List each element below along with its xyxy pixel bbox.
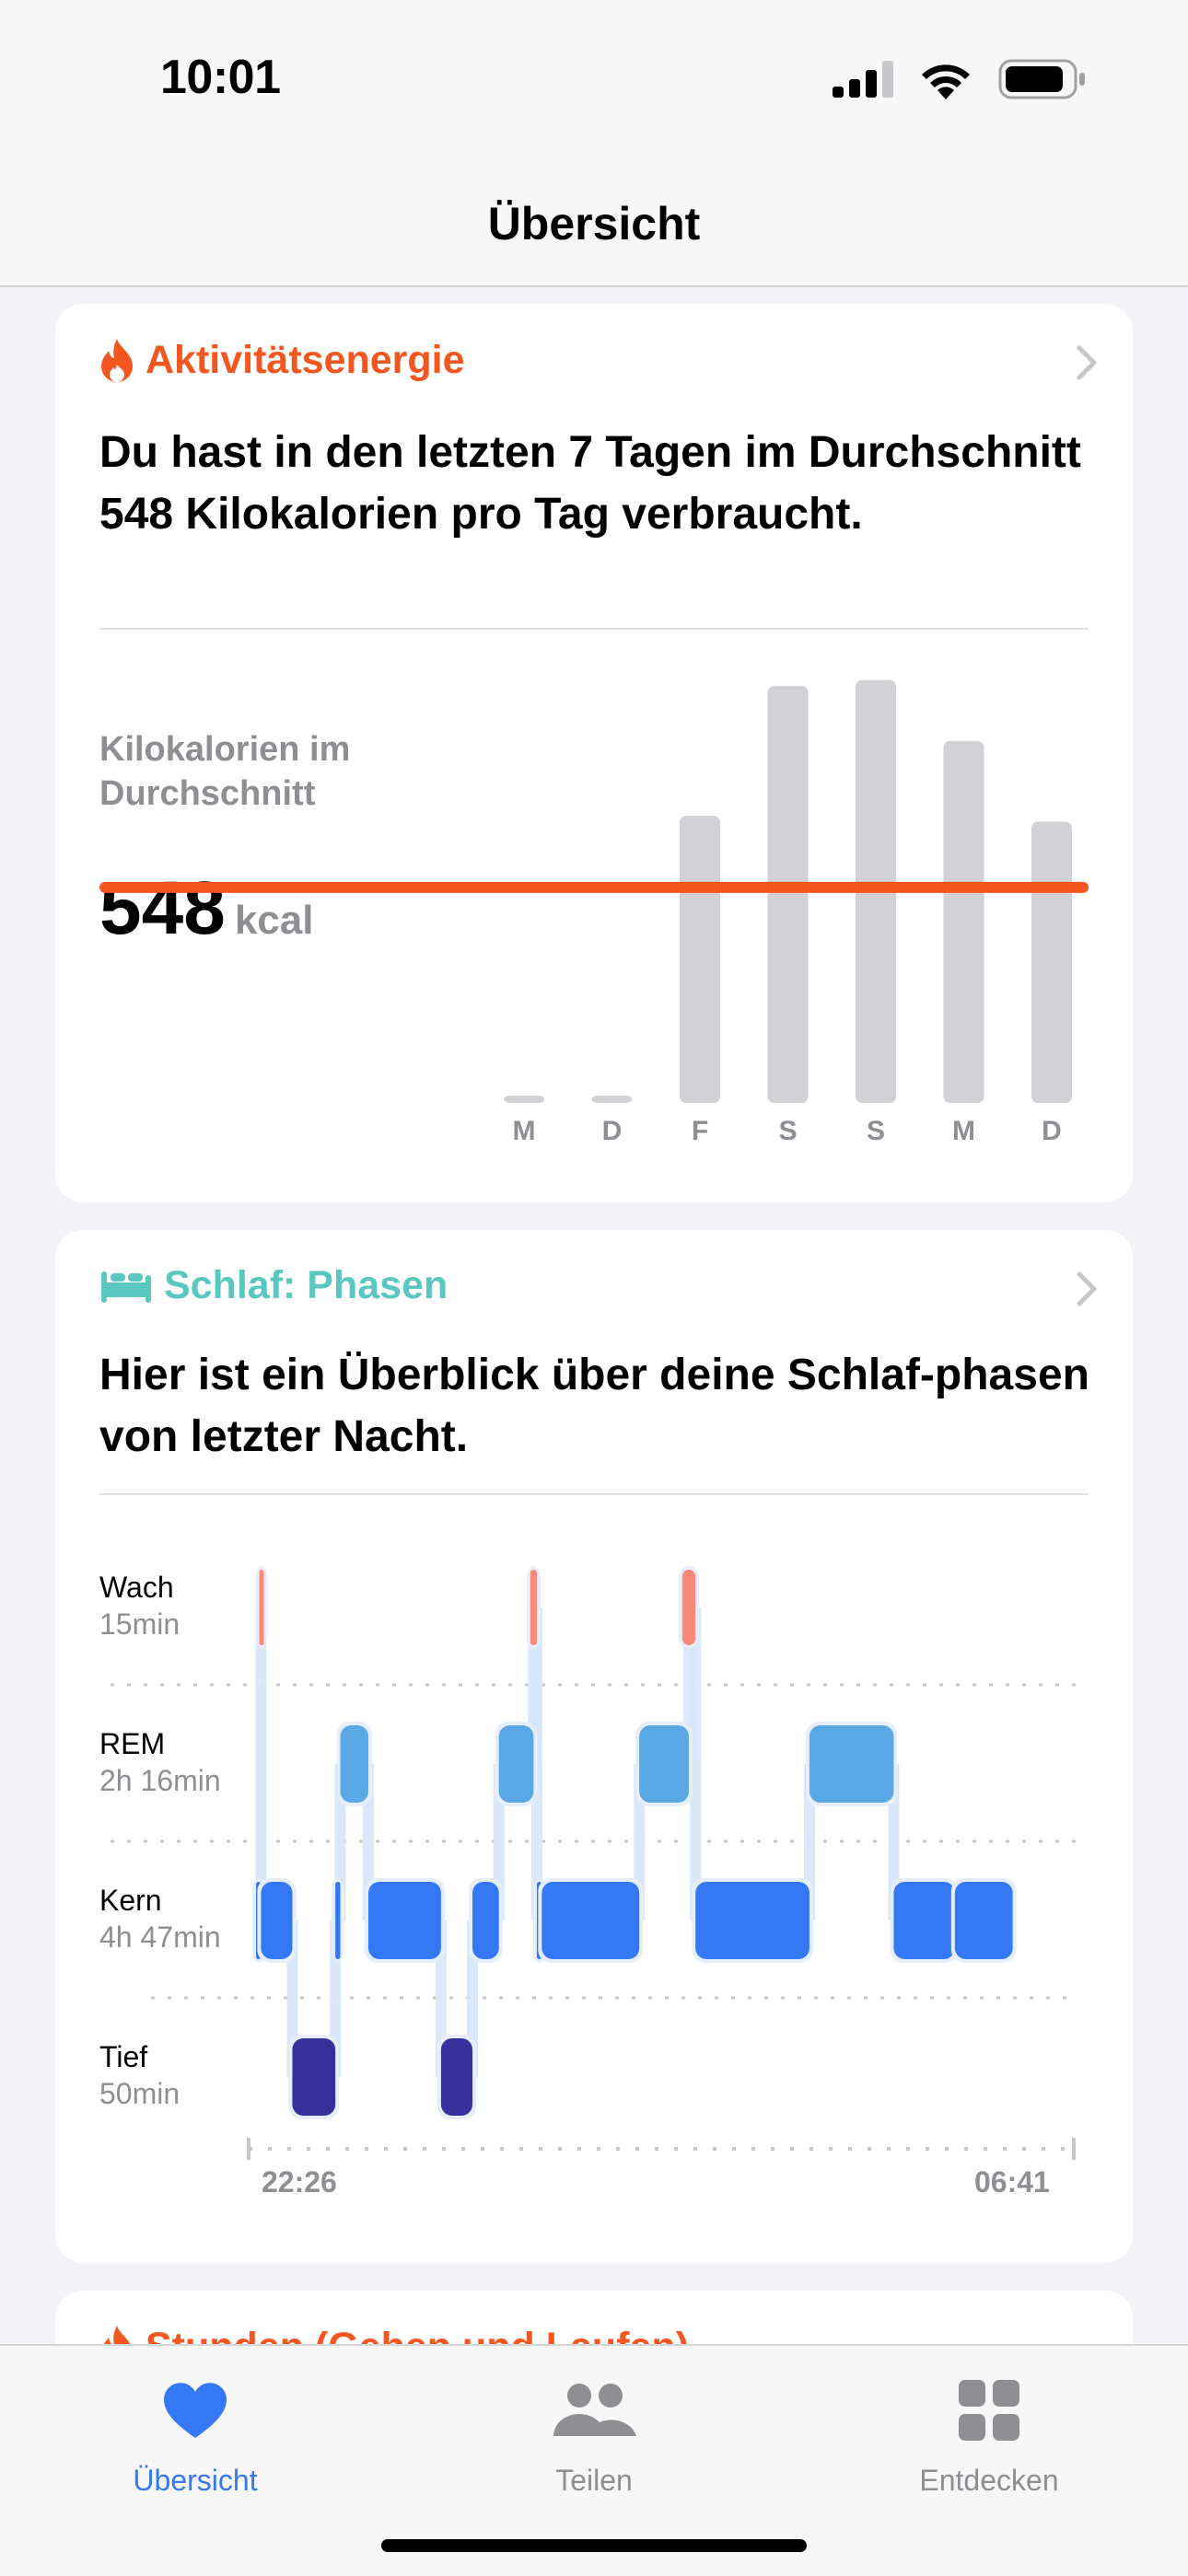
average-label: Kilokalorien im Durchschnitt bbox=[99, 730, 351, 813]
activity-bar bbox=[943, 740, 984, 1103]
stage-duration: 50min bbox=[99, 2077, 181, 2110]
battery-icon bbox=[998, 59, 1085, 99]
home-indicator bbox=[381, 2539, 807, 2552]
activity-bar bbox=[591, 1096, 633, 1103]
tab-share-label: Teilen bbox=[555, 2464, 633, 2497]
stage-label-kern: Kern 4h 47min bbox=[99, 1882, 221, 1955]
sleep-card-title: Schlaf: Phasen bbox=[164, 1263, 448, 1307]
heart-icon bbox=[164, 2383, 227, 2438]
activity-bar bbox=[767, 686, 809, 1103]
status-bar: 10:01 bbox=[0, 0, 1188, 157]
stage-label-rem: REM 2h 16min bbox=[99, 1725, 221, 1799]
stage-segment-rem bbox=[639, 1725, 690, 1803]
day-tick-label: S bbox=[867, 1116, 885, 1146]
flame-icon bbox=[101, 339, 133, 382]
divider bbox=[99, 628, 1089, 630]
chevron-right-icon[interactable] bbox=[1076, 1271, 1098, 1307]
stage-segment-kern bbox=[542, 1882, 640, 1959]
activity-bar bbox=[680, 816, 720, 1103]
status-icons bbox=[833, 57, 1087, 101]
stage-segment-kern bbox=[695, 1882, 809, 1959]
sleep-card-header: Schlaf: Phasen bbox=[99, 1263, 448, 1308]
tab-discover[interactable]: Entdecken bbox=[851, 2364, 1127, 2498]
stage-transition bbox=[690, 1607, 702, 1920]
tab-discover-label: Entdecken bbox=[919, 2464, 1059, 2497]
day-tick-label: D bbox=[602, 1116, 623, 1146]
page-title: Übersicht bbox=[487, 198, 701, 249]
average-number: 548 bbox=[99, 866, 226, 950]
divider bbox=[99, 1493, 1089, 1495]
activity-bar bbox=[504, 1096, 544, 1103]
day-tick-label: F bbox=[692, 1116, 708, 1146]
activity-card-header: Aktivitätsenergie bbox=[99, 337, 465, 383]
stage-segment-kern bbox=[954, 1882, 1013, 1959]
activity-energy-card[interactable]: Aktivitätsenergie Du hast in den letzten… bbox=[55, 304, 1133, 1202]
start-time-label: 22:26 bbox=[262, 2165, 337, 2199]
stage-segment-kern bbox=[261, 1882, 293, 1959]
stage-segment-tief bbox=[292, 2038, 336, 2116]
stage-label-tief: Tief 50min bbox=[99, 2038, 180, 2112]
stage-duration: 2h 16min bbox=[99, 1764, 221, 1797]
day-tick-label: D bbox=[1042, 1116, 1062, 1146]
people-icon bbox=[553, 2384, 636, 2436]
stage-label-wach: Wach 15min bbox=[99, 1569, 180, 1642]
chevron-right-icon[interactable] bbox=[1076, 344, 1098, 381]
average-value: 548 kcal bbox=[99, 865, 313, 952]
sleep-stage-chart bbox=[111, 1566, 1076, 2160]
grid-icon bbox=[959, 2380, 1019, 2441]
bed-icon bbox=[101, 1271, 151, 1303]
stage-duration: 15min bbox=[99, 1607, 181, 1641]
tab-bar: Übersicht Teilen Entdecken bbox=[0, 2344, 1188, 2576]
stage-name: Wach bbox=[99, 1571, 174, 1604]
stage-segment-rem bbox=[340, 1725, 368, 1803]
average-line bbox=[99, 881, 1089, 893]
cellular-signal-icon bbox=[833, 61, 893, 98]
stage-name: Kern bbox=[99, 1884, 162, 1917]
stage-name: Tief bbox=[99, 2040, 148, 2073]
sleep-phases-card[interactable]: Schlaf: Phasen Hier ist ein Überblick üb… bbox=[55, 1230, 1133, 2263]
stage-segment-kern bbox=[335, 1882, 341, 1959]
stage-transition bbox=[255, 1607, 267, 1920]
tab-share[interactable]: Teilen bbox=[456, 2364, 732, 2498]
sleep-summary: Hier ist ein Überblick über deine Schlaf… bbox=[99, 1351, 1089, 1461]
stage-segment-rem bbox=[498, 1725, 534, 1803]
stage-name: REM bbox=[99, 1727, 166, 1760]
stage-segment-kern bbox=[367, 1882, 441, 1959]
stage-segment-kern bbox=[893, 1882, 955, 1959]
activity-card-title: Aktivitätsenergie bbox=[146, 337, 465, 382]
stage-segment-tief bbox=[440, 2038, 473, 2116]
day-tick-label: M bbox=[952, 1116, 975, 1146]
stage-segment-kern bbox=[472, 1882, 499, 1959]
day-tick-label: S bbox=[778, 1116, 797, 1146]
stage-duration: 4h 47min bbox=[99, 1920, 221, 1954]
navigation-bar: Übersicht bbox=[0, 157, 1188, 287]
activity-summary: Du hast in den letzten 7 Tagen im Durchs… bbox=[99, 428, 1081, 539]
average-unit: kcal bbox=[234, 898, 314, 943]
wifi-icon bbox=[922, 64, 970, 99]
stage-segment-rem bbox=[809, 1725, 894, 1803]
stage-segment-wach bbox=[259, 1570, 264, 1645]
status-time: 10:01 bbox=[160, 51, 281, 104]
stage-segment-wach bbox=[530, 1570, 537, 1645]
tab-overview-label: Übersicht bbox=[133, 2464, 258, 2497]
activity-bar bbox=[1031, 821, 1072, 1103]
day-tick-label: M bbox=[513, 1116, 536, 1146]
end-time-label: 06:41 bbox=[974, 2165, 1050, 2199]
tab-overview[interactable]: Übersicht bbox=[57, 2364, 333, 2498]
stage-segment-wach bbox=[681, 1570, 696, 1645]
